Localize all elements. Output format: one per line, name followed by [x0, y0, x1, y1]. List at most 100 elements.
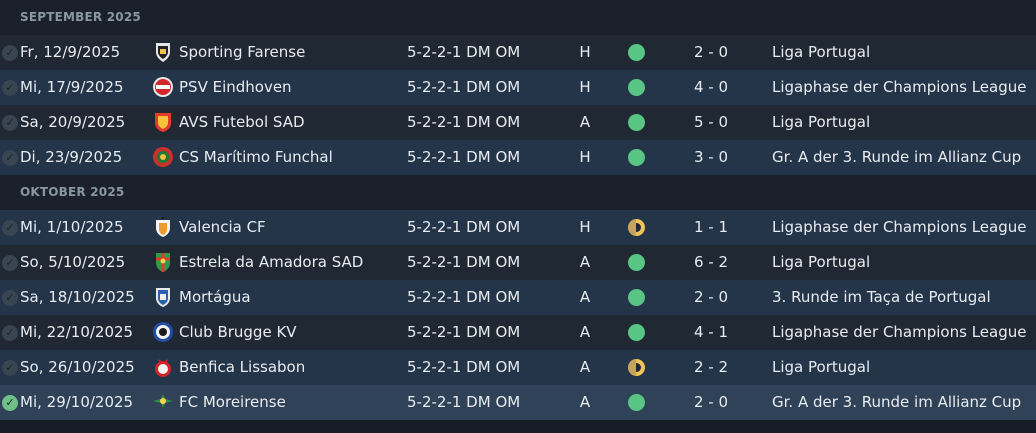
competition[interactable]: Ligaphase der Champions League — [772, 218, 1027, 236]
tactic: 5-2-2-1 DM OM — [407, 43, 521, 61]
win-indicator-icon — [628, 149, 645, 166]
tactic: 5-2-2-1 DM OM — [407, 113, 521, 131]
tactic: 5-2-2-1 DM OM — [407, 218, 521, 236]
win-indicator-icon — [628, 324, 645, 341]
match-row[interactable]: ✓ Mi, 17/9/2025 PSV Eindhoven 5-2-2-1 DM… — [0, 70, 1036, 105]
match-date: Fr, 12/9/2025 — [20, 43, 121, 61]
tactic: 5-2-2-1 DM OM — [407, 323, 521, 341]
brugge-crest-icon — [152, 321, 174, 343]
match-date: So, 5/10/2025 — [20, 253, 126, 271]
competition[interactable]: Liga Portugal — [772, 43, 871, 61]
match-date: Sa, 20/9/2025 — [20, 113, 126, 131]
match-date: Di, 23/9/2025 — [20, 148, 123, 166]
draw-indicator-icon — [628, 359, 645, 376]
tactic: 5-2-2-1 DM OM — [407, 78, 521, 96]
estrela-crest-icon — [152, 251, 174, 273]
section-header: SEPTEMBER 2025 — [0, 0, 1036, 35]
match-row[interactable]: ✓ Fr, 12/9/2025 Sporting Farense 5-2-2-1… — [0, 35, 1036, 70]
match-date: Mi, 1/10/2025 — [20, 218, 124, 236]
match-date: Mi, 22/10/2025 — [20, 323, 134, 341]
venue: A — [579, 358, 591, 376]
match-date: Mi, 29/10/2025 — [20, 393, 134, 411]
tactic: 5-2-2-1 DM OM — [407, 358, 521, 376]
competition[interactable]: 3. Runde im Taça de Portugal — [772, 288, 991, 306]
venue: A — [579, 253, 591, 271]
check-icon[interactable]: ✓ — [2, 395, 18, 411]
match-row[interactable]: ✓ Sa, 18/10/2025 Mortágua 5-2-2-1 DM OM … — [0, 280, 1036, 315]
match-row[interactable]: ✓ So, 26/10/2025 Benfica Lissabon 5-2-2-… — [0, 350, 1036, 385]
match-row[interactable]: ✓ Mi, 22/10/2025 Club Brugge KV 5-2-2-1 … — [0, 315, 1036, 350]
check-icon[interactable]: ✓ — [2, 220, 18, 236]
match-row[interactable]: ✓ Mi, 29/10/2025 FC Moreirense 5-2-2-1 D… — [0, 385, 1036, 420]
team-name[interactable]: FC Moreirense — [179, 393, 286, 411]
team-name[interactable]: AVS Futebol SAD — [179, 113, 305, 131]
psv-crest-icon — [152, 76, 174, 98]
score[interactable]: 5 - 0 — [693, 113, 729, 131]
team-name[interactable]: Club Brugge KV — [179, 323, 297, 341]
win-indicator-icon — [628, 289, 645, 306]
check-icon[interactable]: ✓ — [2, 360, 18, 376]
score[interactable]: 2 - 2 — [693, 358, 729, 376]
competition[interactable]: Liga Portugal — [772, 358, 871, 376]
venue: A — [579, 288, 591, 306]
benfica-crest-icon — [152, 356, 174, 378]
score[interactable]: 3 - 0 — [693, 148, 729, 166]
venue: H — [579, 218, 591, 236]
team-name[interactable]: Estrela da Amadora SAD — [179, 253, 364, 271]
tactic: 5-2-2-1 DM OM — [407, 148, 521, 166]
team-name[interactable]: Mortágua — [179, 288, 251, 306]
draw-indicator-icon — [628, 219, 645, 236]
venue: H — [579, 78, 591, 96]
venue: H — [579, 148, 591, 166]
win-indicator-icon — [628, 254, 645, 271]
check-icon[interactable]: ✓ — [2, 150, 18, 166]
team-name[interactable]: CS Marítimo Funchal — [179, 148, 333, 166]
tactic: 5-2-2-1 DM OM — [407, 288, 521, 306]
tactic: 5-2-2-1 DM OM — [407, 393, 521, 411]
match-row[interactable]: ✓ So, 5/10/2025 Estrela da Amadora SAD 5… — [0, 245, 1036, 280]
venue: A — [579, 113, 591, 131]
venue: A — [579, 323, 591, 341]
check-icon[interactable]: ✓ — [2, 45, 18, 61]
check-icon[interactable]: ✓ — [2, 290, 18, 306]
moreirense-crest-icon — [152, 391, 174, 413]
win-indicator-icon — [628, 44, 645, 61]
match-date: Mi, 17/9/2025 — [20, 78, 124, 96]
competition[interactable]: Ligaphase der Champions League — [772, 78, 1027, 96]
score[interactable]: 2 - 0 — [693, 393, 729, 411]
check-icon[interactable]: ✓ — [2, 255, 18, 271]
match-date: So, 26/10/2025 — [20, 358, 135, 376]
match-row[interactable]: ✓ Mi, 1/10/2025 Valencia CF 5-2-2-1 DM O… — [0, 210, 1036, 245]
competition[interactable]: Gr. A der 3. Runde im Allianz Cup — [772, 393, 1022, 411]
competition[interactable]: Liga Portugal — [772, 253, 871, 271]
team-name[interactable]: Sporting Farense — [179, 43, 306, 61]
score[interactable]: 2 - 0 — [693, 288, 729, 306]
competition[interactable]: Gr. A der 3. Runde im Allianz Cup — [772, 148, 1022, 166]
venue: H — [579, 43, 591, 61]
team-name[interactable]: Benfica Lissabon — [179, 358, 306, 376]
section-header: OKTOBER 2025 — [0, 175, 1036, 210]
win-indicator-icon — [628, 79, 645, 96]
score[interactable]: 2 - 0 — [693, 43, 729, 61]
competition[interactable]: Liga Portugal — [772, 113, 871, 131]
win-indicator-icon — [628, 114, 645, 131]
venue: A — [579, 393, 591, 411]
win-indicator-icon — [628, 394, 645, 411]
check-icon[interactable]: ✓ — [2, 80, 18, 96]
match-row[interactable]: ✓ Sa, 20/9/2025 AVS Futebol SAD 5-2-2-1 … — [0, 105, 1036, 140]
score[interactable]: 4 - 1 — [693, 323, 729, 341]
valencia-crest-icon — [152, 216, 174, 238]
score[interactable]: 4 - 0 — [693, 78, 729, 96]
match-row[interactable]: ✓ Di, 23/9/2025 CS Marítimo Funchal 5-2-… — [0, 140, 1036, 175]
score[interactable]: 6 - 2 — [693, 253, 729, 271]
check-icon[interactable]: ✓ — [2, 115, 18, 131]
score[interactable]: 1 - 1 — [693, 218, 729, 236]
competition[interactable]: Ligaphase der Champions League — [772, 323, 1027, 341]
farense-crest-icon — [152, 41, 174, 63]
tactic: 5-2-2-1 DM OM — [407, 253, 521, 271]
team-name[interactable]: PSV Eindhoven — [179, 78, 292, 96]
check-icon[interactable]: ✓ — [2, 325, 18, 341]
maritimo-crest-icon — [152, 146, 174, 168]
team-name[interactable]: Valencia CF — [179, 218, 266, 236]
match-date: Sa, 18/10/2025 — [20, 288, 135, 306]
